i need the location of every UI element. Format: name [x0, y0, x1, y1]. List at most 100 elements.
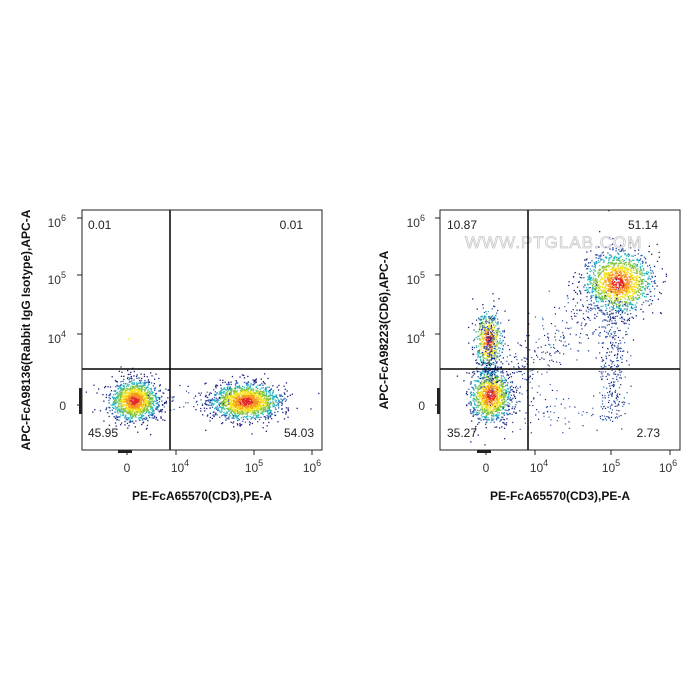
event-dot [127, 384, 129, 387]
event-dot [255, 378, 257, 380]
event-dot [153, 400, 155, 402]
event-dot [269, 389, 271, 391]
event-dot [218, 399, 220, 402]
event-dot [494, 351, 496, 353]
event-dot [118, 370, 120, 372]
event-dot [277, 398, 279, 400]
event-dot [265, 407, 267, 409]
event-dot [128, 398, 131, 401]
event-dot [244, 411, 246, 413]
event-dot [225, 419, 227, 421]
event-dot [113, 398, 115, 400]
event-dot [154, 387, 157, 389]
event-dot [617, 259, 619, 262]
event-dot [115, 416, 117, 418]
event-dot [490, 332, 492, 334]
event-dot [142, 411, 144, 413]
event-dot [205, 401, 207, 403]
event-dot [501, 426, 503, 428]
event-dot [488, 336, 490, 338]
event-dot [244, 405, 247, 407]
event-dot [487, 398, 489, 400]
event-dot [133, 400, 135, 402]
event-dot [504, 438, 506, 440]
event-dot [473, 371, 475, 373]
event-dot [234, 415, 236, 417]
event-dot [248, 388, 250, 390]
event-dot [494, 325, 496, 328]
event-dot [116, 384, 118, 386]
event-dot [132, 415, 134, 417]
event-dot [141, 405, 143, 407]
event-dot [131, 386, 134, 388]
x-axis-left: 0 104 105 106 [124, 450, 321, 475]
event-dot [480, 348, 482, 350]
event-dot [489, 359, 491, 361]
event-dot [486, 331, 488, 334]
event-dot [476, 362, 478, 364]
event-dot [260, 409, 262, 411]
event-dot [489, 315, 491, 318]
event-dot [508, 398, 510, 400]
event-dot [489, 341, 492, 344]
event-dot [240, 387, 242, 389]
event-dot [239, 397, 241, 399]
event-dot [500, 398, 502, 400]
event-dot [483, 327, 486, 330]
event-dot [137, 394, 140, 397]
event-dot [490, 386, 492, 388]
event-dot [140, 417, 143, 419]
event-dot [134, 394, 136, 397]
event-dot [131, 411, 133, 414]
event-dot [251, 394, 253, 396]
event-dot [141, 416, 143, 418]
event-dot [115, 403, 117, 405]
event-dot [204, 383, 206, 385]
event-dot [249, 405, 252, 407]
event-dot [485, 318, 487, 320]
event-dot [280, 398, 282, 400]
event-dot [490, 326, 492, 328]
event-dot [486, 403, 488, 405]
event-dot [505, 394, 507, 396]
quadrant-ll-left: 45.95 [88, 426, 118, 440]
event-dot [496, 335, 498, 338]
event-dot [481, 388, 484, 390]
event-dot [237, 401, 240, 404]
event-dot [479, 377, 481, 379]
event-dot [255, 416, 257, 418]
event-dot [118, 400, 120, 402]
event-dot [480, 316, 482, 318]
event-dot [481, 343, 483, 345]
event-dot [486, 337, 488, 339]
event-dot [494, 376, 496, 379]
event-dot [161, 408, 163, 411]
event-dot [494, 319, 496, 321]
event-dot [490, 337, 492, 339]
event-dot [260, 400, 262, 403]
event-dot [488, 380, 490, 383]
event-dot [159, 410, 161, 412]
event-dot [490, 387, 492, 390]
event-dot [514, 396, 516, 398]
event-dot [476, 414, 478, 416]
event-dot [124, 398, 127, 400]
event-dot [233, 401, 236, 403]
event-dot [252, 412, 254, 414]
event-dot [506, 388, 509, 390]
event-dot [134, 387, 136, 389]
event-dot [216, 405, 218, 408]
event-dot [238, 399, 240, 402]
event-dot [204, 396, 206, 398]
event-dot [491, 374, 493, 376]
event-dot [152, 402, 154, 404]
event-dot [231, 396, 233, 398]
event-dot [113, 416, 115, 418]
event-dot [491, 330, 493, 332]
event-dot [252, 379, 254, 381]
event-dot [495, 400, 497, 403]
event-dot [215, 384, 217, 386]
event-dot [479, 398, 481, 400]
event-dot [260, 407, 262, 409]
y-tick-left-5: 105 [48, 270, 66, 287]
